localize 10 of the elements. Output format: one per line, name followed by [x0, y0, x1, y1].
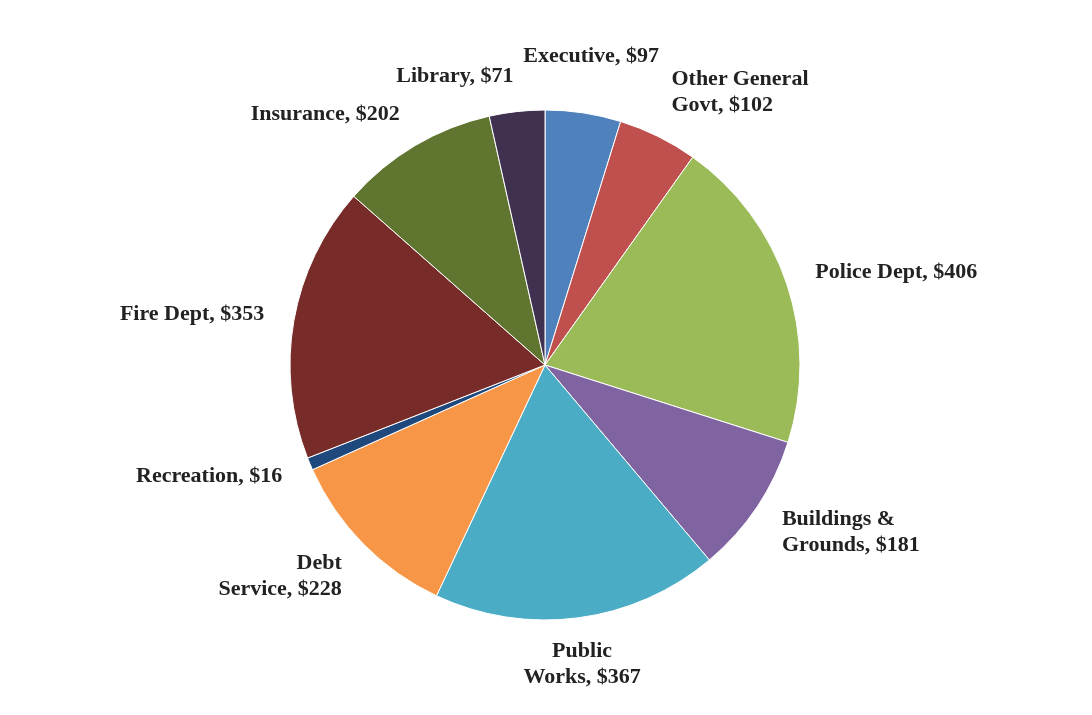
slice-label: Insurance, $202	[250, 100, 400, 126]
slice-label: Executive, $97	[523, 41, 659, 67]
slice-label: Buildings & Grounds, $181	[781, 505, 920, 557]
slice-label: Other General Govt, $102	[671, 65, 809, 117]
slice-label: Recreation, $16	[136, 462, 283, 488]
slice-label: Police Dept, $406	[815, 258, 978, 284]
slice-label: Fire Dept, $353	[119, 299, 265, 325]
slice-label: Debt Service, $228	[218, 549, 343, 601]
slice-label: Public Works, $367	[523, 637, 641, 689]
slice-label: Library, $71	[396, 61, 514, 87]
